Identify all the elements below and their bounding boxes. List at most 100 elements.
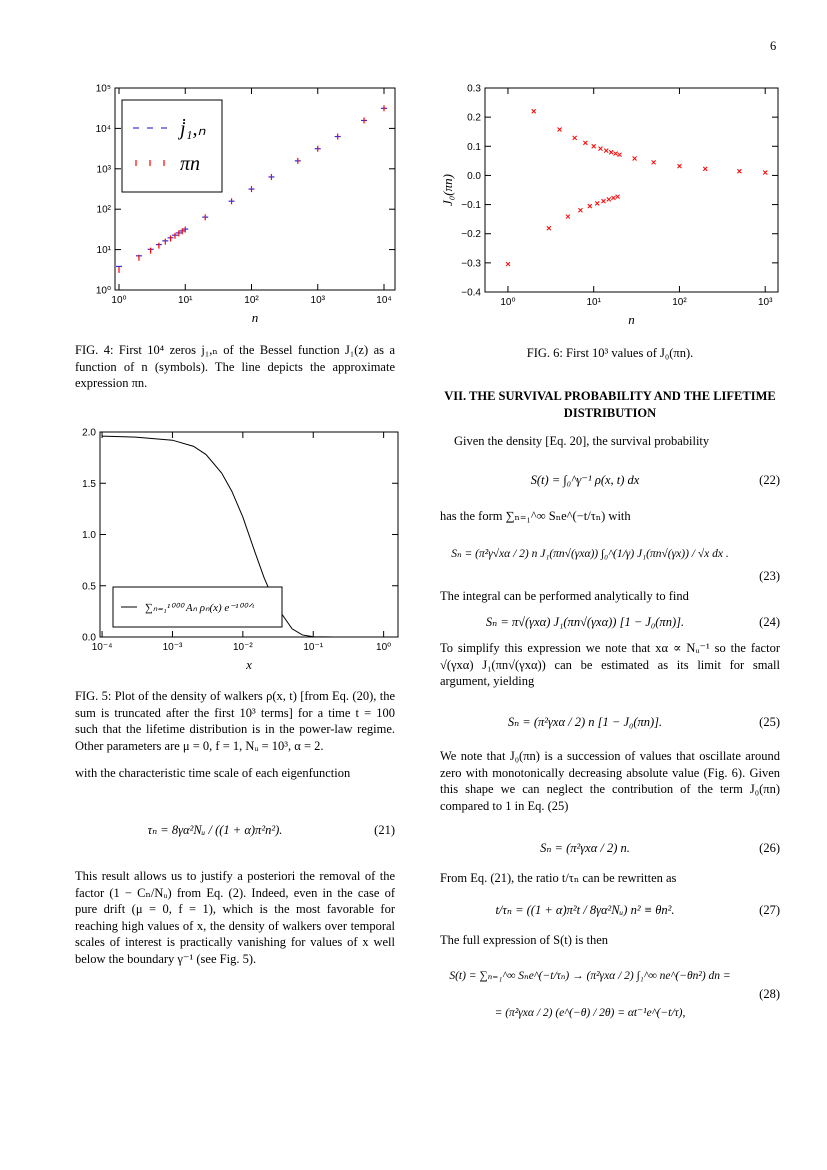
marker — [583, 140, 588, 146]
y-tick-label: 0.1 — [467, 142, 481, 153]
y-tick-label: 0.0 — [82, 633, 96, 644]
marker — [601, 198, 606, 204]
page-number: 6 — [770, 39, 777, 53]
legend-box — [121, 99, 223, 193]
equation-number: (26) — [759, 841, 780, 855]
y-tick-label: 10² — [97, 205, 112, 216]
y-tick-label: −0.4 — [461, 288, 481, 299]
y-axis-label: J₀(πn) — [440, 174, 455, 206]
x-tick-label: 10² — [672, 297, 687, 308]
marker — [572, 135, 578, 141]
equation-number: (22) — [759, 473, 780, 487]
equation: S(t) = ∫₀^γ⁻¹ ρ(x, t) dx — [530, 473, 640, 487]
y-tick-label: −0.2 — [461, 229, 481, 240]
marker — [557, 127, 562, 132]
equation-number: (28) — [759, 987, 780, 1001]
x-tick-label: 10³ — [311, 295, 326, 306]
y-tick-label: 10³ — [97, 164, 112, 175]
marker — [617, 152, 622, 158]
y-tick-label: 10⁴ — [96, 124, 111, 135]
caption: FIG. 6: First 10³ values of J₀(πn). — [526, 346, 694, 360]
figure-5: 10⁻⁴ 10⁻³ 10⁻² 10⁻¹ 10⁰ 0.0 0.5 1.0 1.5 2.0 x ∑ₙ₌₁¹… — [82, 428, 399, 670]
marker — [702, 166, 708, 172]
equation: = (π²γxα / 2) (e^(−θ) / 2θ) = αt⁻¹e^(−t/… — [494, 1007, 686, 1019]
section-title: VII. THE SURVIVAL PROBABILITY AND THE LI… — [444, 389, 776, 420]
legend-label: πn — [180, 153, 200, 175]
marker — [615, 194, 620, 200]
x-axis-label: x — [245, 657, 252, 670]
marker — [608, 149, 614, 155]
marker — [613, 151, 618, 156]
plot-frame — [114, 87, 396, 291]
marker — [598, 146, 603, 151]
x-axis-label: n — [252, 310, 259, 325]
x-tick-label: 10⁻¹ — [303, 642, 323, 653]
marker — [565, 214, 571, 219]
y-tick-label: 2.0 — [82, 428, 96, 439]
x-tick-label: 10⁴ — [376, 295, 391, 306]
y-tick-label: 10⁵ — [96, 84, 111, 95]
legend-label: j̇₁,ₙ — [177, 117, 207, 140]
marker — [505, 261, 511, 267]
y-tick-label: 0.3 — [467, 84, 481, 95]
paragraph: Given the density [Eq. 20], the survival… — [454, 434, 710, 448]
paragraph: with the characteristic time scale of ea… — [75, 766, 351, 780]
x-tick-label: 10⁻² — [233, 642, 253, 653]
paragraph: We note that J₀(πn) is a succession of v… — [440, 749, 780, 813]
x-tick-label: 10⁻⁴ — [92, 642, 113, 653]
y-tick-label: 10⁰ — [96, 286, 111, 297]
equation-number: (25) — [759, 715, 780, 729]
legend-label: ∑ₙ₌₁¹⁰⁰⁰ Aₙ ρₙ(x) e⁻¹⁰⁰ᐟᵗ — [145, 602, 255, 614]
marker — [594, 201, 600, 206]
equation: Sₙ = (π²γxα / 2) n [1 − J₀(πn)]. — [507, 715, 663, 729]
plot-frame — [484, 87, 779, 293]
x-tick-label: 10⁻³ — [163, 642, 183, 653]
equation: τₙ = 8γα²Nᵤ / ((1 + α)π²n²). — [147, 823, 283, 837]
y-tick-label: 0.5 — [82, 581, 96, 592]
paragraph: This result allows us to justify a poste… — [75, 869, 395, 966]
x-tick-label: 10⁰ — [376, 642, 391, 653]
paragraph: To simplify this expression we note that… — [440, 641, 780, 688]
marker — [587, 203, 593, 209]
marker — [591, 143, 597, 149]
figure-6: 10⁰ 10¹ 10² 10³ −0.4 −0.3 −0.2 −0.1 0.0 0.1 0.2 0.3… — [440, 84, 779, 325]
paragraph: The full expression of S(t) is then — [440, 933, 609, 947]
marker — [546, 225, 552, 231]
equation-number: (21) — [374, 823, 395, 837]
marker — [531, 108, 537, 114]
equation: S(t) = ∑ₙ₌₁^∞ Sₙe^(−t/τₙ) → (π²γxα / 2) … — [449, 970, 731, 982]
equation: Sₙ = (π²γxα / 2) n. — [540, 841, 630, 855]
marker — [677, 163, 682, 169]
y-tick-label: 1.0 — [82, 530, 96, 541]
y-tick-label: 0.0 — [467, 171, 481, 182]
equation: Sₙ = π√(γxα) J₁(πn√(γxα)) [1 − J₀(πn)]. — [485, 615, 685, 629]
paragraph: has the form ∑ₙ₌₁^∞ Sₙe^(−t/τₙ) with — [440, 509, 631, 523]
equation: Sₙ = (π²γ√xα / 2) n J₁(πn√(γxα)) ∫₀^(1/γ… — [451, 548, 729, 560]
y-tick-label: −0.3 — [461, 258, 481, 269]
x-tick-label: 10¹ — [586, 297, 601, 308]
paragraph: From Eq. (21), the ratio t/τₙ can be rew… — [440, 871, 677, 885]
marker — [632, 156, 637, 161]
caption: FIG. 5: Plot of the density of walkers ρ… — [75, 689, 395, 753]
marker — [651, 159, 656, 165]
legend-box — [112, 586, 283, 628]
marker — [578, 207, 583, 213]
caption: FIG. 4: First 10⁴ zeros j₁,ₙ of the Bess… — [75, 343, 395, 390]
x-tick-label: 10¹ — [178, 295, 193, 306]
marker — [603, 148, 609, 153]
data-line — [102, 435, 384, 638]
x-axis-label: n — [628, 312, 635, 325]
equation-number: (23) — [759, 569, 780, 583]
marker — [762, 170, 768, 175]
equation-number: (27) — [759, 903, 780, 917]
x-tick-label: 10⁰ — [500, 297, 515, 308]
figure-4: 10⁰ 10¹ 10² 10³ 10⁴ 10⁰ 10¹ 10² 10³ 10⁴ 10⁵ n j̇₁,ₙ π… — [96, 84, 396, 325]
y-tick-label: 10¹ — [97, 245, 112, 256]
equation: t/τₙ = ((1 + α)π²t / 8γα²Nᵤ) n² ≡ θn². — [495, 903, 675, 917]
equation-number: (24) — [759, 615, 780, 629]
x-tick-label: 10³ — [758, 297, 773, 308]
marker — [611, 195, 616, 201]
y-tick-label: 0.2 — [467, 113, 481, 124]
y-tick-label: 1.5 — [82, 479, 96, 490]
